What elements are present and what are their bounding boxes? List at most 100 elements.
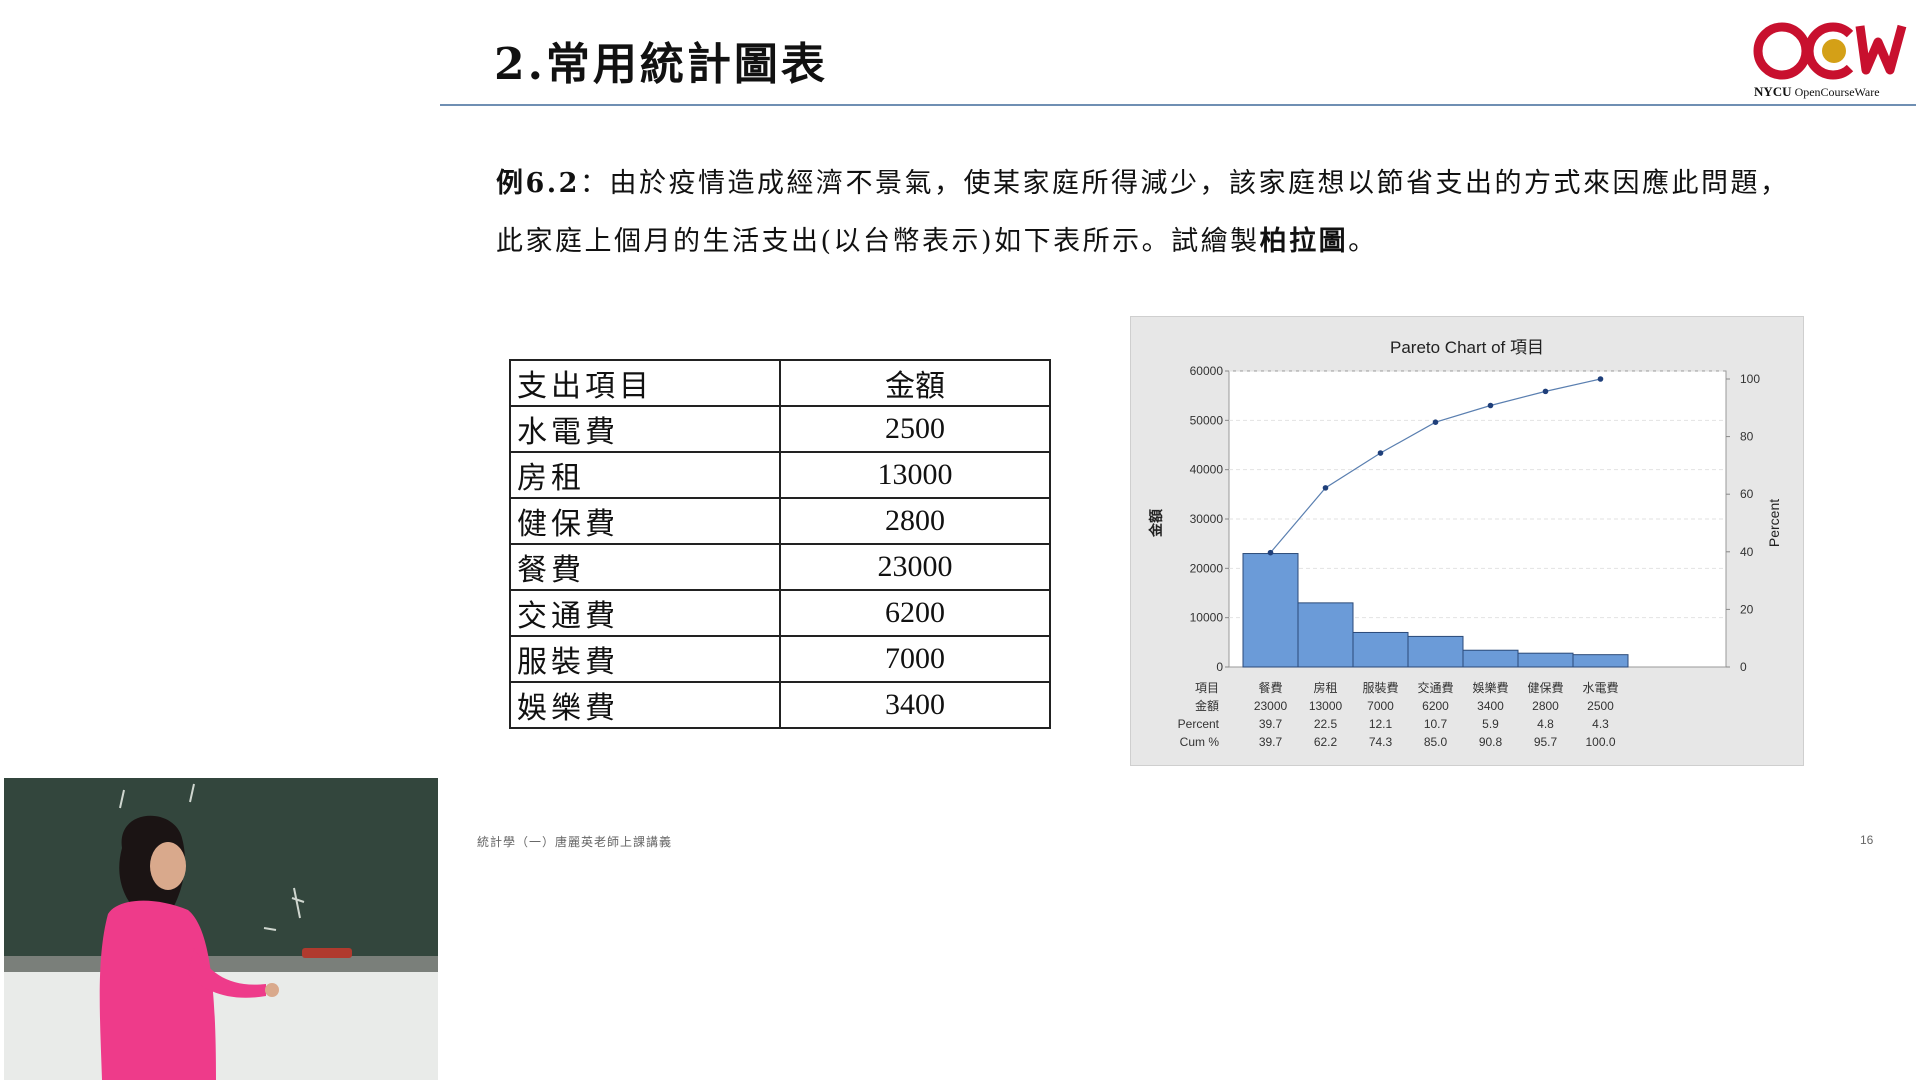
page-number: 16 <box>1860 833 1874 847</box>
y2-tick-label: 80 <box>1740 430 1754 444</box>
table-cell-item: 娛樂費 <box>509 681 781 729</box>
bar <box>1352 631 1409 668</box>
chart-table-percent: 5.9 <box>1482 717 1499 731</box>
cumulative-point <box>1487 402 1494 409</box>
chart-table-cum: 74.3 <box>1369 735 1393 749</box>
chart-table-row-label: Percent <box>1178 717 1220 731</box>
x-tick-label: 服裝費 <box>1362 680 1398 695</box>
y-tick-label: 50000 <box>1190 413 1224 427</box>
slide-footer: 統計學（一）唐麗英老師上課講義 <box>477 835 673 849</box>
logo-c-arc <box>1804 22 1854 80</box>
bar <box>1242 553 1299 668</box>
chart-table-percent: 10.7 <box>1424 717 1448 731</box>
chart-table-percent: 22.5 <box>1314 717 1338 731</box>
table-row: 交通費 6200 <box>509 589 1051 637</box>
logo-brand: NYCU <box>1754 84 1792 99</box>
chart-table-percent: 39.7 <box>1259 717 1283 731</box>
table-row: 餐費 23000 <box>509 543 1051 591</box>
eraser <box>302 948 352 958</box>
y2-axis-label: Percent <box>1766 499 1782 547</box>
y2-tick-label: 40 <box>1740 545 1754 559</box>
y-tick-label: 0 <box>1216 660 1223 674</box>
chart-table-amount: 7000 <box>1367 699 1394 713</box>
example-label: 例6.2 <box>496 168 580 199</box>
chart-title: Pareto Chart of 項目 <box>1390 338 1544 357</box>
chart-table-cum: 95.7 <box>1534 735 1558 749</box>
bar <box>1297 602 1354 668</box>
y2-tick-label: 0 <box>1740 660 1747 674</box>
problem-emphasis: 柏拉圖 <box>1259 226 1349 257</box>
chart-table-percent: 4.3 <box>1592 717 1609 731</box>
chart-table-amount: 13000 <box>1309 699 1343 713</box>
chart-table-amount: 2500 <box>1587 699 1614 713</box>
table-cell-amount: 2500 <box>779 405 1051 453</box>
x-tick-label: 房租 <box>1313 680 1337 695</box>
table-row: 服裝費 7000 <box>509 635 1051 683</box>
y2-tick-label: 60 <box>1740 487 1754 501</box>
lecture-video-frame <box>4 778 438 1080</box>
y-axis-label: 金額 <box>1148 509 1164 538</box>
pareto-chart-svg: Pareto Chart of 項目 金額 Percent 0 10000 2000… <box>1148 338 1782 749</box>
y-tick-label: 20000 <box>1190 561 1224 575</box>
bar <box>1407 635 1464 668</box>
table-cell-amount: 2800 <box>779 497 1051 545</box>
pareto-chart: Pareto Chart of 項目 金額 Percent 0 10000 2000… <box>1130 316 1804 766</box>
lecturer-hand <box>265 983 279 997</box>
table-cell-amount: 7000 <box>779 635 1051 683</box>
x-tick-label: 娛樂費 <box>1472 680 1508 695</box>
bar <box>1572 654 1629 668</box>
chart-table-cum: 62.2 <box>1314 735 1338 749</box>
table-header-item: 支出項目 <box>509 359 781 407</box>
cumulative-point <box>1267 549 1274 556</box>
logo-gold-dot <box>1822 39 1846 63</box>
table-row: 健保費 2800 <box>509 497 1051 545</box>
cumulative-point <box>1542 388 1549 395</box>
chart-table-amount: 2800 <box>1532 699 1559 713</box>
y-tick-label: 60000 <box>1190 364 1224 378</box>
table-header-amount: 金額 <box>779 359 1051 407</box>
cumulative-point <box>1597 376 1604 382</box>
table-cell-item: 健保費 <box>509 497 781 545</box>
cumulative-point <box>1377 450 1384 456</box>
chalk-marks <box>119 783 305 931</box>
y-tick-label: 10000 <box>1190 611 1224 625</box>
table-row: 水電費 2500 <box>509 405 1051 453</box>
chart-table-percent: 4.8 <box>1537 717 1554 731</box>
table-cell-item: 房租 <box>509 451 781 499</box>
logo-tagline: OpenCourseWare <box>1794 85 1880 99</box>
table-cell-item: 水電費 <box>509 405 781 453</box>
logo-o-ring <box>1753 22 1811 80</box>
logo-caption: NYCU OpenCourseWare <box>1754 84 1880 100</box>
table-cell-amount: 6200 <box>779 589 1051 637</box>
slide-title: 2.常用統計圖表 <box>494 39 828 90</box>
chart-table-cum: 90.8 <box>1479 735 1503 749</box>
x-tick-label: 餐費 <box>1258 680 1282 695</box>
logo-w-mark <box>1855 24 1907 75</box>
problem-text: ：由於疫情造成經濟不景氣，使某家庭所得減少，該家庭想以節省支出的方式來因應此問題… <box>496 168 1790 257</box>
x-tick-label: 交通費 <box>1417 680 1453 695</box>
chart-table-row-label: 金額 <box>1195 698 1219 713</box>
chart-table-cum: 39.7 <box>1259 735 1283 749</box>
table-row: 娛樂費 3400 <box>509 681 1051 729</box>
ocw-logo <box>1752 16 1912 100</box>
table-header-row: 支出項目 金額 <box>509 359 1051 407</box>
y-tick-label: 30000 <box>1190 512 1224 526</box>
problem-end: 。 <box>1348 226 1378 257</box>
lecturer-shirt <box>99 900 216 1080</box>
chalkboard <box>4 778 438 956</box>
chart-table-row-label: 項目 <box>1195 681 1219 695</box>
title-divider <box>440 104 1916 106</box>
cumulative-point <box>1432 419 1439 425</box>
table-cell-amount: 3400 <box>779 681 1051 729</box>
cumulative-point <box>1322 485 1329 491</box>
chalk-tray <box>4 956 438 972</box>
chart-table-cum: 85.0 <box>1424 735 1448 749</box>
x-tick-label: 健保費 <box>1527 680 1563 695</box>
bar <box>1517 652 1574 668</box>
chart-table-percent: 12.1 <box>1369 717 1393 731</box>
table-cell-item: 服裝費 <box>509 635 781 683</box>
chart-table-cum: 100.0 <box>1585 735 1615 749</box>
x-tick-label: 水電費 <box>1582 680 1618 695</box>
lecturer-arm <box>188 948 266 998</box>
lecture-video-inset <box>4 778 438 1080</box>
